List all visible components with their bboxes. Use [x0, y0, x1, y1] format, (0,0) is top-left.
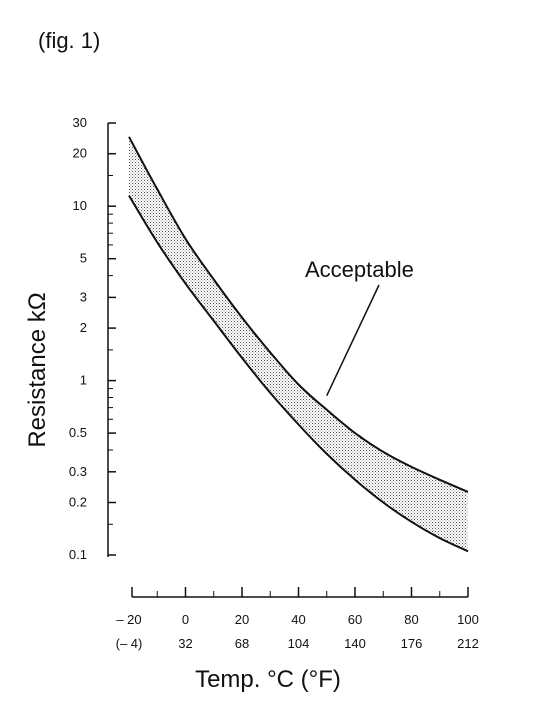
- y-tick-label: 10: [73, 198, 87, 213]
- y-tick-label: 0.1: [69, 547, 87, 562]
- series-layer: [128, 136, 469, 553]
- y-tick-label: 2: [80, 320, 87, 335]
- x-tick-label-fahrenheit: 32: [178, 636, 192, 651]
- acceptable-leader-line: [326, 284, 380, 396]
- x-tick-label-fahrenheit: 104: [288, 636, 310, 651]
- lower-limit-curve: [128, 195, 469, 553]
- x-tick-label-fahrenheit: 68: [235, 636, 249, 651]
- x-axis-title: Temp. °C (°F): [195, 666, 341, 693]
- x-tick-label-fahrenheit: 212: [457, 636, 479, 651]
- x-tick-label-celsius: 20: [235, 612, 249, 627]
- x-tick-label-fahrenheit: 140: [344, 636, 366, 651]
- annotation-layer: Acceptable: [305, 257, 414, 396]
- x-tick-label-celsius: 80: [404, 612, 418, 627]
- x-tick-label-celsius: 100: [457, 612, 479, 627]
- y-tick-label: 3: [80, 289, 87, 304]
- y-tick-label: 1: [80, 373, 87, 388]
- x-tick-label-celsius: – 20: [116, 612, 141, 627]
- y-tick-label: 20: [73, 146, 87, 161]
- acceptable-label: Acceptable: [305, 257, 414, 282]
- y-tick-label: 30: [73, 115, 87, 130]
- y-axis-title: Resistance kΩ: [24, 292, 51, 447]
- x-tick-label-fahrenheit: 176: [401, 636, 423, 651]
- figure-label: (fig. 1): [38, 28, 100, 53]
- y-tick-label: 0.3: [69, 464, 87, 479]
- x-tick-label-celsius: 40: [291, 612, 305, 627]
- acceptable-band: [129, 136, 468, 552]
- axis-layer: [107, 122, 469, 598]
- x-tick-label-celsius: 0: [182, 612, 189, 627]
- y-tick-label: 5: [80, 251, 87, 266]
- x-tick-label-fahrenheit: (– 4): [116, 636, 143, 651]
- x-tick-label-celsius: 60: [348, 612, 362, 627]
- y-tick-label: 0.2: [69, 495, 87, 510]
- acceptable-band-layer: [129, 136, 468, 552]
- upper-limit-curve: [128, 136, 469, 493]
- y-tick-label: 0.5: [69, 425, 87, 440]
